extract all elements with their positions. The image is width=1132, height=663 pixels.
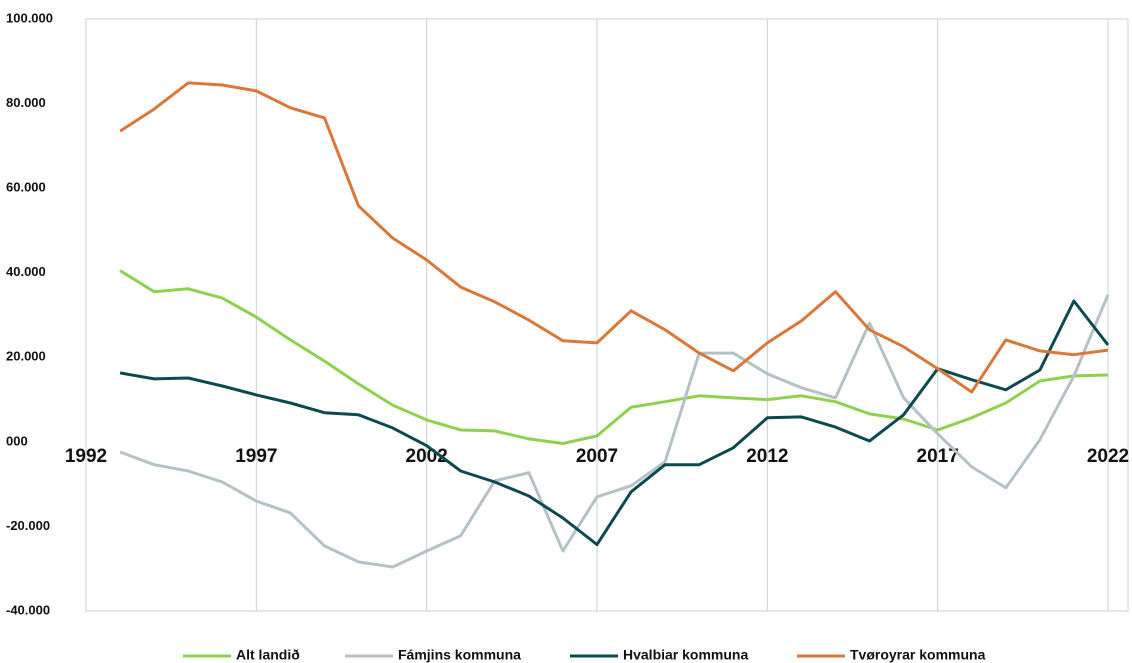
y-tick-label: 80.000 bbox=[6, 95, 46, 110]
series-line bbox=[119, 294, 1110, 569]
y-tick-label: 60.000 bbox=[6, 180, 46, 195]
x-tick-label: 1992 bbox=[65, 446, 107, 467]
legend-label: Tvøroyrar kommuna bbox=[850, 647, 986, 663]
series-line bbox=[119, 299, 1110, 547]
x-tick-label: 2007 bbox=[576, 446, 618, 467]
x-tick-label: 2022 bbox=[1087, 446, 1129, 467]
y-tick-label: 40.000 bbox=[6, 264, 46, 279]
series-line bbox=[119, 81, 1109, 394]
legend-label: Alt landið bbox=[236, 647, 300, 663]
y-tick-label: -20.000 bbox=[6, 518, 50, 533]
y-tick-label: -40.000 bbox=[6, 602, 50, 617]
x-tick-label: 2017 bbox=[917, 446, 959, 467]
x-tick-label: 2002 bbox=[406, 446, 448, 467]
plot-frame bbox=[85, 18, 1129, 612]
legend-label: Fámjins kommuna bbox=[398, 647, 521, 663]
y-tick-label: 20.000 bbox=[6, 349, 46, 364]
legend-label: Hvalbiar kommuna bbox=[623, 647, 748, 663]
y-tick-label: 100.000 bbox=[6, 10, 53, 25]
y-tick-label: 000 bbox=[6, 433, 28, 448]
x-tick-label: 2012 bbox=[746, 446, 788, 467]
x-tick-label: 1997 bbox=[235, 446, 277, 467]
series-line bbox=[119, 269, 1109, 445]
